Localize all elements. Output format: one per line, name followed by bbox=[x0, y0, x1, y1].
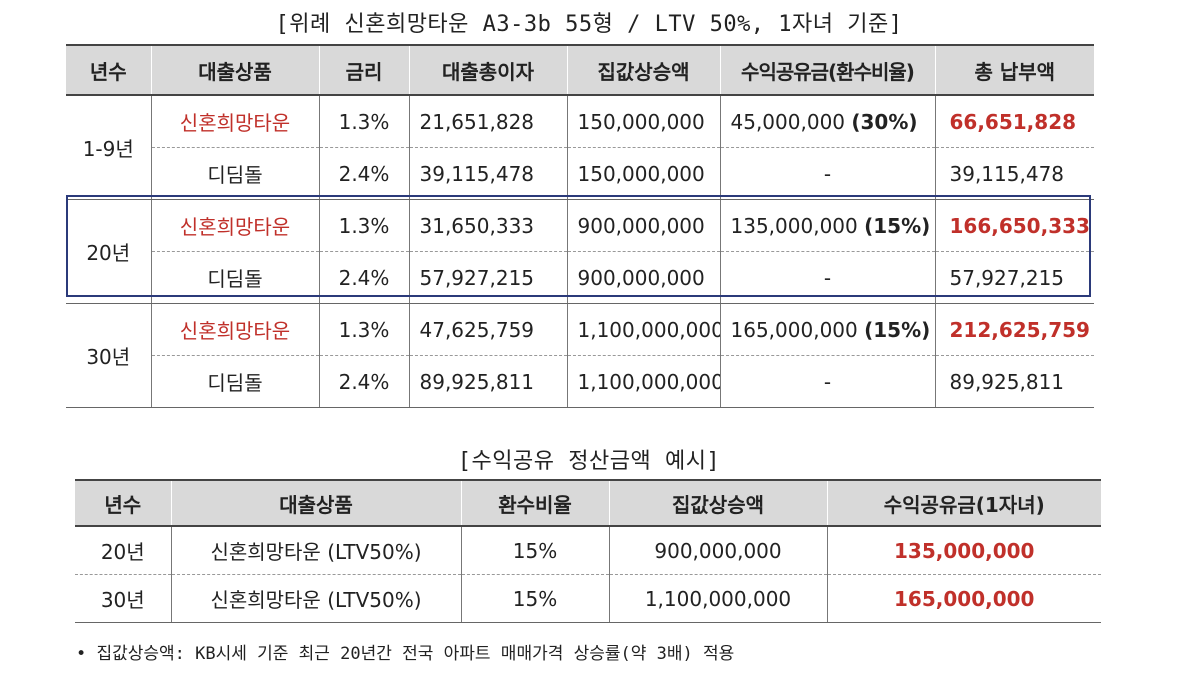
profit-share-cell: 165,000,000 bbox=[826, 574, 1101, 623]
product-cell: 신혼희망타운 bbox=[150, 303, 319, 356]
table1-header-row: 년수 대출상품 금리 대출총이자 집값상승액 수익공유금(환수비율) 총 납부액 bbox=[66, 44, 1094, 96]
rate-cell: 1.3% bbox=[318, 303, 409, 356]
interest-cell: 89,925,811 bbox=[408, 355, 567, 408]
table-row: 30년 신혼희망타운 (LTV50%) 15% 1,100,000,000 16… bbox=[75, 574, 1101, 623]
col-header-product: 대출상품 bbox=[170, 479, 461, 527]
table-row: 디딤돌 2.4% 57,927,215 900,000,000 - 57,927… bbox=[66, 251, 1094, 304]
table2-header-row: 년수 대출상품 환수비율 집값상승액 수익공유금(1자녀) bbox=[75, 479, 1101, 527]
total-cell: 57,927,215 bbox=[934, 251, 1094, 304]
total-cell: 89,925,811 bbox=[934, 355, 1094, 408]
price-rise-cell: 1,100,000,000 bbox=[608, 574, 827, 623]
total-cell: 39,115,478 bbox=[934, 147, 1094, 200]
col-header-price-rise: 집값상승액 bbox=[566, 44, 720, 96]
product-cell: 디딤돌 bbox=[150, 251, 319, 304]
table2-title: [수익공유 정산금액 예시] bbox=[457, 449, 721, 474]
loan-comparison-table: 년수 대출상품 금리 대출총이자 집값상승액 수익공유금(환수비율) 총 납부액… bbox=[66, 44, 1094, 408]
col-header-total: 총 납부액 bbox=[934, 44, 1094, 96]
table-row: 30년 신혼희망타운 1.3% 47,625,759 1,100,000,000… bbox=[66, 303, 1094, 408]
profit-share-cell: - bbox=[719, 147, 935, 200]
col-header-product: 대출상품 bbox=[150, 44, 319, 96]
product-cell: 신혼희망타운 (LTV50%) bbox=[170, 574, 461, 623]
profit-share-example-table: 년수 대출상품 환수비율 집값상승액 수익공유금(1자녀) 20년 신혼희망타운… bbox=[75, 479, 1101, 623]
profit-share-pct: (30%) bbox=[851, 109, 918, 134]
table-row: 20년 신혼희망타운 1.3% 31,650,333 900,000,000 1… bbox=[66, 199, 1094, 304]
total-cell: 212,625,759 bbox=[934, 303, 1094, 356]
col-header-profit-share: 수익공유금(1자녀) bbox=[826, 479, 1101, 527]
col-header-years: 년수 bbox=[66, 44, 151, 96]
price-rise-cell: 900,000,000 bbox=[566, 199, 720, 252]
product-cell: 디딤돌 bbox=[150, 355, 319, 408]
product-cell: 디딤돌 bbox=[150, 147, 319, 200]
footnote: • 집값상승액: KB시세 기준 최근 20년간 전국 아파트 매매가격 상승률… bbox=[76, 644, 735, 664]
col-header-interest: 대출총이자 bbox=[408, 44, 567, 96]
interest-cell: 21,651,828 bbox=[408, 95, 567, 148]
year-cell: 30년 bbox=[75, 574, 171, 623]
total-cell: 66,651,828 bbox=[934, 95, 1094, 148]
interest-cell: 57,927,215 bbox=[408, 251, 567, 304]
price-rise-cell: 1,100,000,000 bbox=[566, 355, 720, 408]
ratio-cell: 15% bbox=[460, 574, 609, 623]
profit-share-cell: 135,000,000 (15%) bbox=[719, 199, 935, 252]
price-rise-cell: 150,000,000 bbox=[566, 95, 720, 148]
price-rise-cell: 1,100,000,000 bbox=[566, 303, 720, 356]
table1-title: [위례 신혼희망타운 A3-3b 55형 / LTV 50%, 1자녀 기준] bbox=[275, 12, 903, 37]
col-header-rate: 금리 bbox=[318, 44, 409, 96]
price-rise-cell: 900,000,000 bbox=[608, 526, 827, 575]
col-header-price-rise: 집값상승액 bbox=[608, 479, 827, 527]
profit-share-cell: - bbox=[719, 251, 935, 304]
table-row: 20년 신혼희망타운 (LTV50%) 15% 900,000,000 135,… bbox=[75, 526, 1101, 575]
rate-cell: 2.4% bbox=[318, 355, 409, 408]
col-header-profit-share: 수익공유금(환수비율) bbox=[719, 44, 935, 96]
rate-cell: 1.3% bbox=[318, 95, 409, 148]
ratio-cell: 15% bbox=[460, 526, 609, 575]
profit-share-amount: 45,000,000 bbox=[730, 109, 846, 134]
interest-cell: 39,115,478 bbox=[408, 147, 567, 200]
product-cell: 신혼희망타운 bbox=[150, 95, 319, 148]
price-rise-cell: 150,000,000 bbox=[566, 147, 720, 200]
table-row: 디딤돌 2.4% 89,925,811 1,100,000,000 - 89,9… bbox=[66, 355, 1094, 408]
price-rise-cell: 900,000,000 bbox=[566, 251, 720, 304]
profit-share-amount: 135,000,000 bbox=[730, 213, 858, 238]
rate-cell: 2.4% bbox=[318, 251, 409, 304]
year-cell: 1-9년 bbox=[66, 95, 151, 200]
profit-share-cell: 45,000,000 (30%) bbox=[719, 95, 935, 148]
rate-cell: 2.4% bbox=[318, 147, 409, 200]
profit-share-cell: - bbox=[719, 355, 935, 408]
year-cell: 30년 bbox=[66, 303, 151, 408]
profit-share-cell: 165,000,000 (15%) bbox=[719, 303, 935, 356]
table-row: 디딤돌 2.4% 39,115,478 150,000,000 - 39,115… bbox=[66, 147, 1094, 200]
table-row: 1-9년 신혼희망타운 1.3% 21,651,828 150,000,000 … bbox=[66, 95, 1094, 200]
col-header-years: 년수 bbox=[75, 479, 171, 527]
col-header-ratio: 환수비율 bbox=[460, 479, 609, 527]
rate-cell: 1.3% bbox=[318, 199, 409, 252]
profit-share-amount: 165,000,000 bbox=[730, 317, 858, 342]
profit-share-pct: (15%) bbox=[864, 317, 931, 342]
profit-share-cell: 135,000,000 bbox=[826, 526, 1101, 575]
interest-cell: 47,625,759 bbox=[408, 303, 567, 356]
interest-cell: 31,650,333 bbox=[408, 199, 567, 252]
product-cell: 신혼희망타운 bbox=[150, 199, 319, 252]
year-cell: 20년 bbox=[75, 526, 171, 575]
year-cell: 20년 bbox=[66, 199, 151, 304]
profit-share-pct: (15%) bbox=[864, 213, 931, 238]
product-cell: 신혼희망타운 (LTV50%) bbox=[170, 526, 461, 575]
total-cell: 166,650,333 bbox=[934, 199, 1094, 252]
